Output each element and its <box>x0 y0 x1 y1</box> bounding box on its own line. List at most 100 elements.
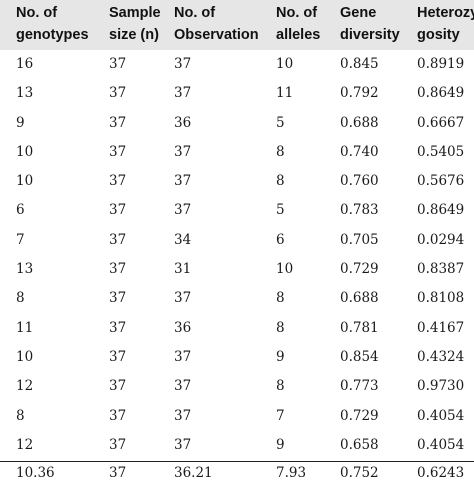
gene-diversity-cell: 0.658 <box>340 436 379 453</box>
observation-cell: 37 <box>174 56 192 72</box>
heterozygosity-cell: 0.8649 <box>417 85 465 102</box>
genotypes-cell: 12 <box>16 378 34 395</box>
table-row: 13 37 31 10 0.729 0.8387 <box>0 255 474 284</box>
observation-cell: 37 <box>174 407 192 424</box>
sample-size-cell: 37 <box>109 290 127 307</box>
genotypes-cell: 8 <box>16 407 25 424</box>
observation-cell: 34 <box>174 231 192 248</box>
alleles-cell: 8 <box>276 143 285 160</box>
genotypes-cell: 10 <box>16 173 34 190</box>
summary-divider <box>0 461 474 462</box>
genotypes-cell: 9 <box>16 114 25 131</box>
sample-size-cell: 37 <box>109 348 127 365</box>
gene-diversity-cell: 0.773 <box>340 378 379 395</box>
header-heterozygosity: Heterozy gosity <box>417 5 474 43</box>
genotypes-cell: 11 <box>16 319 34 336</box>
table-row: 13 37 37 11 0.792 0.8649 <box>0 79 474 108</box>
alleles-cell: 9 <box>276 348 285 365</box>
genotypes-cell: 13 <box>16 261 34 278</box>
heterozygosity-cell: 0.5676 <box>417 173 465 190</box>
heterozygosity-cell: 0.8649 <box>417 202 465 219</box>
alleles-cell: 6 <box>276 231 285 248</box>
alleles-cell: 7 <box>276 407 285 424</box>
observation-cell: 37 <box>174 348 192 365</box>
alleles-cell: 8 <box>276 290 285 307</box>
gene-diversity-cell: 0.781 <box>340 319 379 336</box>
table-body: 16 37 37 10 0.845 0.8919 13 37 37 11 0.792 0.8649 9 3… <box>0 50 474 460</box>
genotypes-cell: 12 <box>16 436 34 453</box>
heterozygosity-cell: 0.5405 <box>417 143 465 160</box>
table-row: 10 37 37 8 0.740 0.5405 <box>0 138 474 167</box>
heterozygosity-cell: 0.4167 <box>417 319 465 336</box>
genotypes-cell: 6 <box>16 202 25 219</box>
sample-size-cell: 37 <box>109 114 127 131</box>
heterozygosity-cell: 0.8919 <box>417 56 465 72</box>
heterozygosity-cell: 0.9730 <box>417 378 465 395</box>
summary-gene-diversity-cell: 0.752 <box>340 465 379 481</box>
table-row: 8 37 37 8 0.688 0.8108 <box>0 284 474 313</box>
heterozygosity-cell: 0.8387 <box>417 261 465 278</box>
table-row: 7 37 34 6 0.705 0.0294 <box>0 226 474 255</box>
summary-sample-size-cell: 37 <box>109 465 127 481</box>
alleles-cell: 10 <box>276 56 294 72</box>
gene-diversity-cell: 0.688 <box>340 290 379 307</box>
genotypes-cell: 8 <box>16 290 25 307</box>
header-sample-size: Sample size (n) <box>109 5 161 43</box>
gene-diversity-cell: 0.688 <box>340 114 379 131</box>
alleles-cell: 8 <box>276 319 285 336</box>
sample-size-cell: 37 <box>109 202 127 219</box>
gene-diversity-cell: 0.792 <box>340 85 379 102</box>
observation-cell: 37 <box>174 290 192 307</box>
heterozygosity-cell: 0.0294 <box>417 231 465 248</box>
genotypes-cell: 13 <box>16 85 34 102</box>
heterozygosity-cell: 0.4054 <box>417 407 465 424</box>
table-row: 12 37 37 8 0.773 0.9730 <box>0 372 474 401</box>
table-row: 6 37 37 5 0.783 0.8649 <box>0 196 474 225</box>
observation-cell: 37 <box>174 173 192 190</box>
alleles-cell: 8 <box>276 378 285 395</box>
gene-diversity-cell: 0.845 <box>340 56 379 72</box>
gene-diversity-cell: 0.854 <box>340 348 379 365</box>
gene-diversity-cell: 0.705 <box>340 231 379 248</box>
heterozygosity-cell: 0.4324 <box>417 348 465 365</box>
table-row: 11 37 36 8 0.781 0.4167 <box>0 314 474 343</box>
heterozygosity-cell: 0.8108 <box>417 290 465 307</box>
table-row: 12 37 37 9 0.658 0.4054 <box>0 431 474 460</box>
summary-heterozygosity-cell: 0.6243 <box>417 465 465 481</box>
genotypes-cell: 16 <box>16 56 34 72</box>
genotypes-cell: 10 <box>16 348 34 365</box>
summary-genotypes-cell: 10.36 <box>16 465 55 481</box>
header-observation: No. of Observation <box>174 5 259 43</box>
observation-cell: 37 <box>174 436 192 453</box>
alleles-cell: 5 <box>276 202 285 219</box>
observation-cell: 37 <box>174 202 192 219</box>
table-row: 10 37 37 8 0.760 0.5676 <box>0 167 474 196</box>
alleles-cell: 11 <box>276 85 294 102</box>
sample-size-cell: 37 <box>109 319 127 336</box>
alleles-cell: 10 <box>276 261 294 278</box>
gene-diversity-cell: 0.783 <box>340 202 379 219</box>
heterozygosity-cell: 0.6667 <box>417 114 465 131</box>
table-row: 9 37 36 5 0.688 0.6667 <box>0 109 474 138</box>
table-row: 8 37 37 7 0.729 0.4054 <box>0 402 474 431</box>
summary-alleles-cell: 7.93 <box>276 465 307 481</box>
observation-cell: 31 <box>174 261 192 278</box>
header-alleles: No. of alleles <box>276 5 321 43</box>
header-gene-diversity: Gene diversity <box>340 5 400 43</box>
gene-diversity-cell: 0.740 <box>340 143 379 160</box>
observation-cell: 36 <box>174 114 192 131</box>
sample-size-cell: 37 <box>109 143 127 160</box>
gene-diversity-cell: 0.729 <box>340 407 379 424</box>
summary-observation-cell: 36.21 <box>174 465 213 481</box>
gene-diversity-cell: 0.760 <box>340 173 379 190</box>
observation-cell: 37 <box>174 143 192 160</box>
alleles-cell: 9 <box>276 436 285 453</box>
genotypes-cell: 7 <box>16 231 25 248</box>
sample-size-cell: 37 <box>109 407 127 424</box>
observation-cell: 37 <box>174 85 192 102</box>
alleles-cell: 5 <box>276 114 285 131</box>
sample-size-cell: 37 <box>109 261 127 278</box>
sample-size-cell: 37 <box>109 378 127 395</box>
sample-size-cell: 37 <box>109 436 127 453</box>
heterozygosity-cell: 0.4054 <box>417 436 465 453</box>
